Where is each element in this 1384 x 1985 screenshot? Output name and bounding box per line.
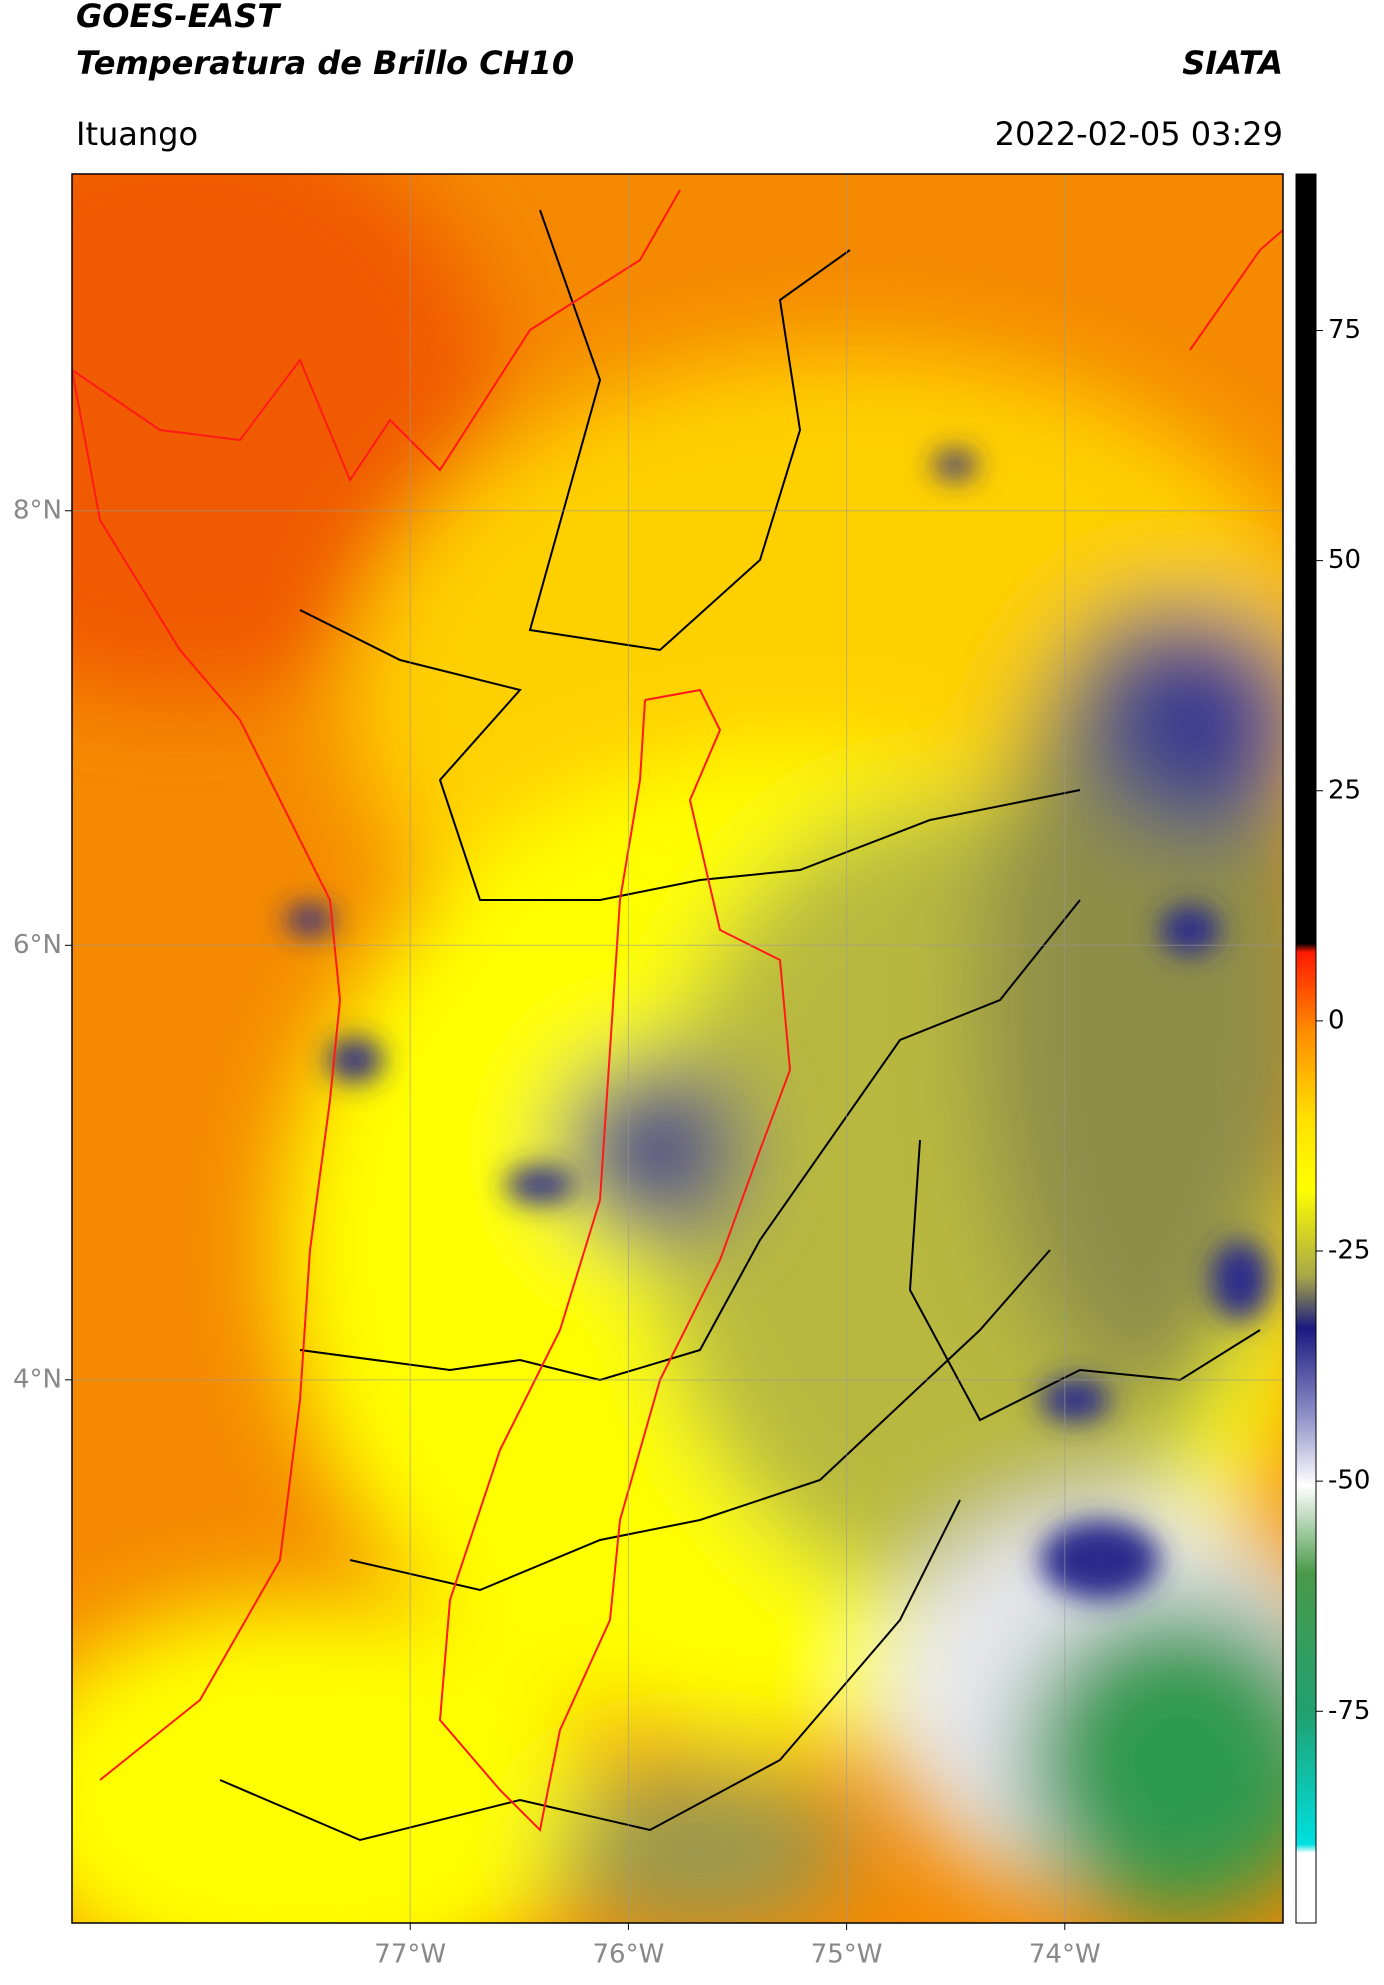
y-tick-label: 6°N bbox=[13, 930, 62, 960]
map-frame bbox=[71, 173, 1284, 1924]
colorbar-tick-label: -25 bbox=[1328, 1236, 1370, 1266]
colorbar-tick-label: 25 bbox=[1328, 775, 1361, 805]
organization: SIATA bbox=[1182, 44, 1283, 82]
colorbar-tick-label: -75 bbox=[1328, 1696, 1370, 1726]
colorbar-tick-label: 75 bbox=[1328, 315, 1361, 345]
x-tick-label: 76°W bbox=[593, 1940, 665, 1970]
colorbar-tick-label: 0 bbox=[1328, 1005, 1345, 1035]
grid bbox=[72, 174, 1283, 1923]
datetime: 2022-02-05 03:29 bbox=[995, 115, 1283, 153]
x-tick-label: 75°W bbox=[811, 1940, 883, 1970]
x-tick-label: 77°W bbox=[374, 1940, 446, 1970]
colorbar-tick-label: 50 bbox=[1328, 545, 1361, 575]
title: GOES-EAST bbox=[76, 0, 281, 35]
y-tick-label: 8°N bbox=[13, 495, 62, 525]
colorbar-tick-label: -50 bbox=[1328, 1466, 1370, 1496]
y-tick-label: 4°N bbox=[13, 1364, 62, 1394]
colorbar bbox=[1295, 173, 1317, 1924]
subtitle: Temperatura de Brillo CH10 bbox=[76, 44, 574, 82]
map-image bbox=[72, 174, 1283, 1923]
location: Ituango bbox=[76, 115, 198, 153]
x-tick-label: 74°W bbox=[1029, 1940, 1101, 1970]
